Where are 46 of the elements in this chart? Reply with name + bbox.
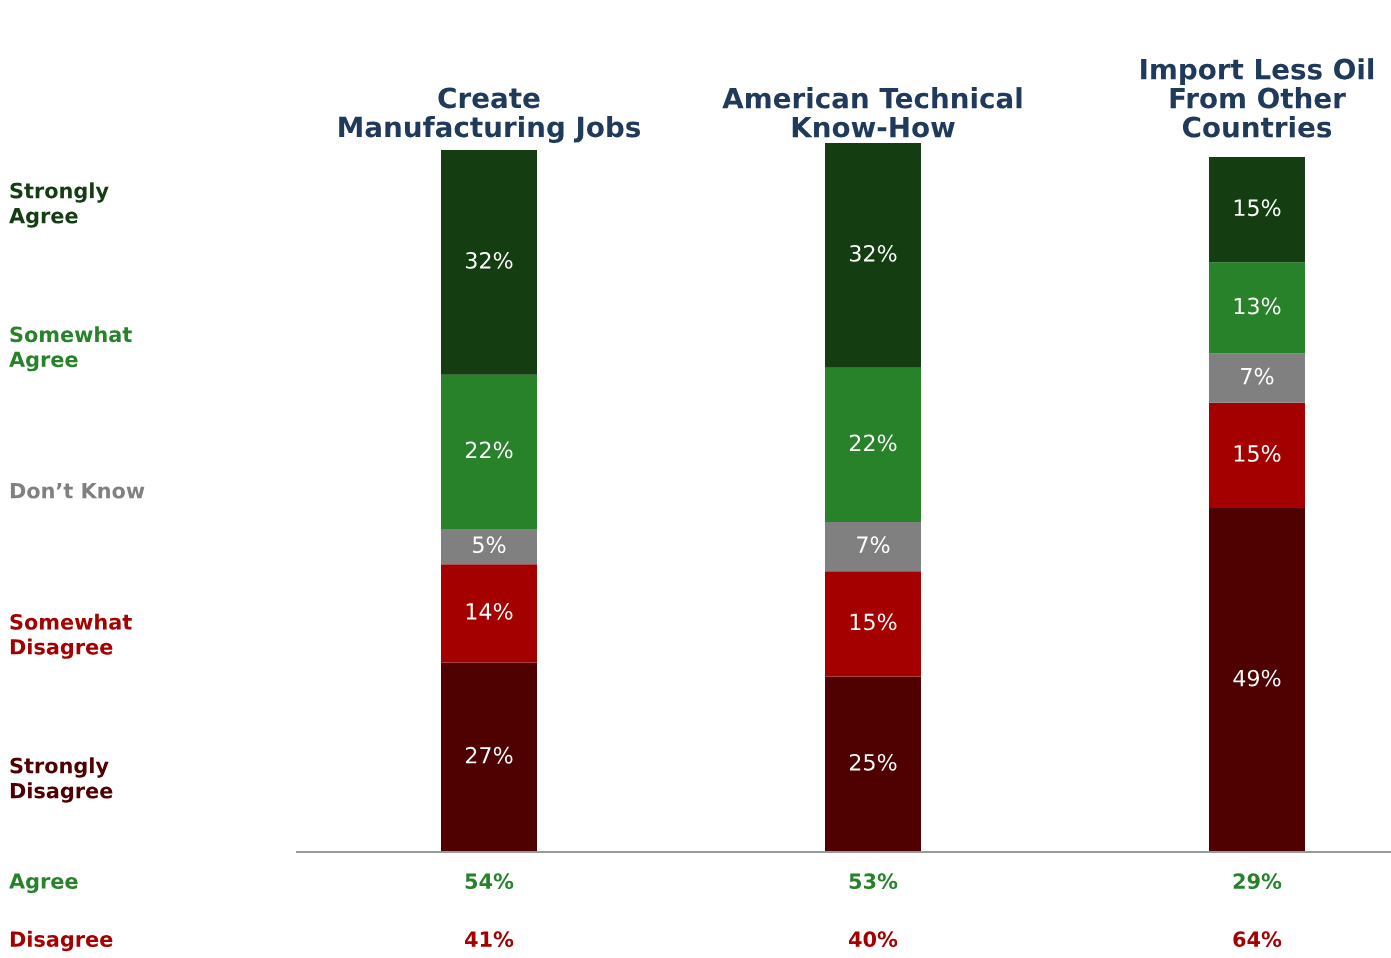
data-label: 49% (1233, 669, 1281, 687)
data-label: 32% (466, 251, 513, 269)
data-label: 15% (1234, 199, 1281, 217)
data-label: 14% (466, 602, 513, 620)
data-label: 22% (465, 441, 513, 459)
data-label: 5% (473, 536, 506, 554)
data-label: 15% (850, 613, 897, 631)
text: Somewhat Agree (9, 326, 132, 372)
data-label: 32% (849, 244, 897, 262)
bar (441, 150, 537, 375)
x-tick-label: Create Manufacturing Jobs (339, 87, 641, 143)
bar (1208, 353, 1305, 403)
text: 54% (465, 873, 514, 890)
bar (441, 374, 537, 530)
text: 40% (849, 931, 898, 948)
data-label: 7% (857, 536, 890, 554)
bar (1208, 402, 1305, 509)
bar (824, 676, 921, 852)
x-tick-label: American Technical Know-How (722, 87, 1022, 138)
bar (441, 564, 537, 663)
data-label: 15% (1234, 445, 1281, 462)
text: 64% (1233, 931, 1282, 948)
data-label: 27% (465, 746, 513, 764)
text: Strongly Disagree (10, 757, 113, 803)
bar (824, 571, 921, 677)
bar (1208, 157, 1305, 263)
text: Somewhat Disagree (10, 613, 132, 659)
bar (1208, 262, 1305, 354)
data-label: 25% (849, 753, 897, 771)
bar (441, 529, 537, 565)
data-label: 13% (1234, 297, 1281, 315)
data-label: 22% (849, 434, 897, 452)
bar (441, 662, 537, 852)
text: Strongly Agree (9, 182, 109, 228)
data-label: 7% (1241, 367, 1274, 385)
text: Disagree (10, 930, 113, 952)
bar (824, 367, 921, 523)
bar (1208, 508, 1305, 852)
text: 29% (1233, 873, 1282, 890)
text: Don’t Know (10, 483, 145, 499)
text: 53% (849, 873, 898, 890)
bar (824, 522, 921, 572)
text: 41% (465, 931, 514, 948)
text: Agree (9, 873, 78, 894)
x-tick-label: Import Less Oil From Other Countries (1141, 58, 1374, 138)
bar (824, 143, 921, 368)
